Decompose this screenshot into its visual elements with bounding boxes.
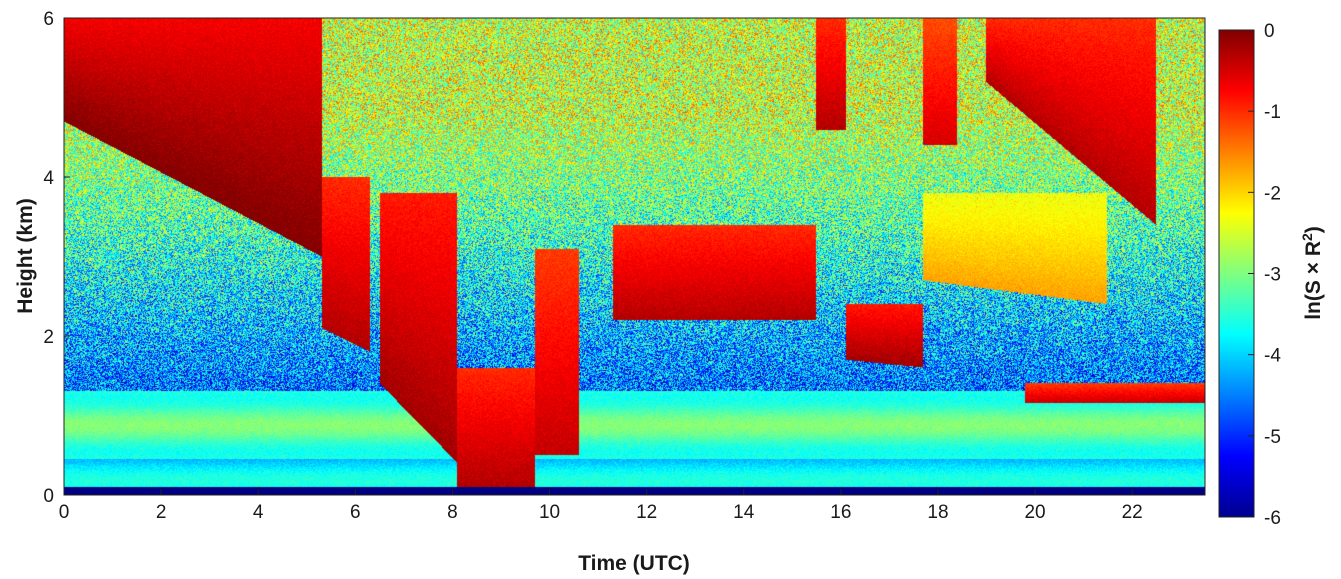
y-tick-label: 0 (43, 486, 54, 507)
colorbar-tick-label: -1 (1264, 102, 1281, 123)
x-tick-label: 12 (636, 502, 657, 523)
x-tick-label: 10 (539, 502, 560, 523)
x-tick-label: 8 (447, 502, 458, 523)
colorbar-tick-label: -6 (1264, 508, 1281, 529)
y-tick-label: 6 (43, 9, 54, 30)
x-axis: 0 2 4 6 8 10 12 14 16 18 20 22 (59, 489, 1143, 523)
colorbar-ticks: 0 -1 -2 -3 -4 -5 -6 (1248, 21, 1281, 529)
x-tick-label: 4 (253, 502, 264, 523)
heatmap-canvas (64, 18, 1205, 495)
colorbar-tick-label: 0 (1264, 21, 1275, 42)
plot-frame (63, 17, 1206, 496)
colorbar: 0 -1 -2 -3 -4 -5 -6 (1218, 21, 1281, 529)
colorbar-tick-label: -3 (1264, 265, 1281, 286)
colorbar-label: ln(S × R2) (1299, 226, 1325, 320)
y-axis-label: Height (km) (14, 198, 37, 314)
x-tick-label: 0 (59, 502, 70, 523)
x-tick-label: 2 (156, 502, 167, 523)
x-tick-label: 18 (927, 502, 948, 523)
x-tick-label: 14 (733, 502, 755, 523)
colorbar-tick-label: -2 (1264, 183, 1281, 204)
colorbar-tick-label: -5 (1264, 427, 1281, 448)
y-tick-label: 2 (43, 327, 54, 348)
x-tick-label: 6 (350, 502, 361, 523)
x-tick-label: 22 (1122, 502, 1143, 523)
x-axis-label: Time (UTC) (578, 552, 690, 575)
y-tick-label: 4 (43, 168, 54, 189)
y-axis: 0 2 4 6 (43, 9, 70, 507)
x-tick-label: 20 (1024, 502, 1045, 523)
plot-area (63, 17, 1206, 496)
x-tick-label: 16 (830, 502, 851, 523)
colorbar-tick-label: -4 (1264, 346, 1281, 367)
heatmap-image-container (64, 18, 1205, 495)
